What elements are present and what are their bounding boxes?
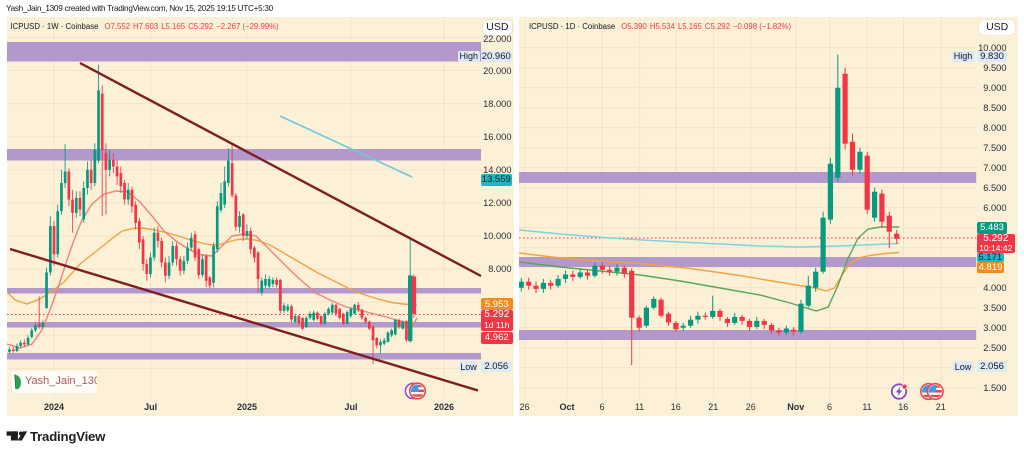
svg-text:TradingView: TradingView <box>30 429 106 444</box>
